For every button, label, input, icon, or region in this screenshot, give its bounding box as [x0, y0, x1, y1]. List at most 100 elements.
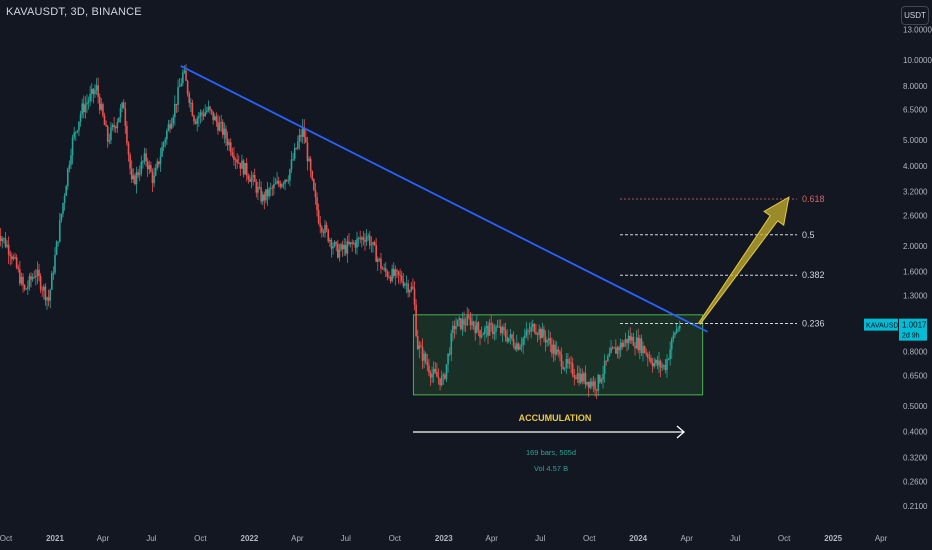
- candle-body: [130, 168, 133, 180]
- candle-body: [71, 137, 74, 156]
- drawing-overlay: 0.236 0.382 0.5 0.618 ACCUMULATION 169 bars, …: [180, 65, 825, 473]
- candle-body: [51, 273, 53, 290]
- candle-body: [631, 336, 633, 341]
- candle-body: [228, 142, 230, 146]
- candle-body: [253, 175, 256, 182]
- candle-body: [677, 328, 679, 330]
- candle-body: [295, 148, 298, 149]
- candle-body: [4, 238, 7, 247]
- candle-body: [41, 289, 44, 291]
- candle-body: [584, 373, 587, 385]
- candle-body: [118, 117, 120, 123]
- candle-body: [607, 356, 609, 362]
- candle-body: [378, 258, 381, 260]
- candle-body: [359, 237, 361, 240]
- candle-body: [396, 269, 398, 272]
- candle-body: [89, 93, 91, 102]
- candle-body: [292, 158, 294, 160]
- candle-body: [357, 237, 360, 239]
- candle-body: [388, 276, 390, 278]
- candle-body: [321, 227, 323, 232]
- price-axis[interactable]: 13.0000 10.0000 8.0000 6.5000 5.0000 4.0000 3.…: [864, 26, 932, 511]
- candle-body: [428, 365, 430, 373]
- candle-body: [456, 319, 459, 327]
- candle-body: [506, 337, 508, 342]
- candle-body: [313, 179, 315, 191]
- candle-body: [418, 345, 421, 350]
- candle-body: [127, 143, 130, 155]
- candle-body: [276, 180, 278, 184]
- candle-body: [519, 346, 521, 350]
- candle-body: [576, 373, 579, 379]
- candle-body: [169, 124, 171, 129]
- candle-body: [503, 327, 505, 331]
- candle-body: [166, 130, 168, 140]
- candle-body: [525, 330, 528, 336]
- candle-body: [432, 368, 435, 375]
- candle-body: [162, 142, 165, 147]
- candle-body: [73, 132, 75, 138]
- candle-body: [488, 323, 491, 336]
- candle-body: [402, 280, 405, 286]
- candle-body: [35, 275, 37, 278]
- candle-body: [530, 326, 532, 332]
- candle-body: [410, 286, 413, 291]
- candle-body: [90, 88, 93, 94]
- candle-body: [279, 183, 282, 187]
- candle-body: [533, 324, 536, 332]
- candle-body: [656, 359, 659, 366]
- candle-body: [466, 315, 469, 326]
- candle-body: [12, 256, 15, 260]
- candle-body: [490, 323, 493, 325]
- candle-body: [557, 349, 560, 352]
- time-tick-label: Apr: [486, 534, 499, 543]
- candle-body: [194, 121, 197, 124]
- time-tick-label: Jul: [730, 534, 740, 543]
- time-tick-label: Oct: [583, 534, 596, 543]
- candle-body: [621, 342, 624, 347]
- candle-body: [436, 371, 438, 377]
- candle-body: [380, 258, 382, 269]
- candle-body: [202, 114, 205, 117]
- time-axis[interactable]: Oct 2021 Apr Jul Oct 2022 Apr Jul Oct 2023 Apr Jul O…: [0, 534, 888, 543]
- candle-body: [261, 194, 264, 202]
- candle-body: [463, 319, 465, 325]
- candle-body: [204, 112, 206, 117]
- candle-body: [538, 328, 540, 335]
- candle-body: [322, 231, 325, 233]
- candle-body: [493, 331, 496, 335]
- candle-body: [559, 351, 561, 355]
- candle-body: [434, 368, 437, 372]
- candle-body: [231, 152, 234, 156]
- candle-body: [541, 328, 544, 339]
- candle-body: [544, 336, 547, 343]
- candle-body: [55, 241, 58, 255]
- candle-body: [158, 161, 160, 165]
- candle-body: [645, 352, 647, 355]
- candle-body: [345, 245, 347, 254]
- candle-body: [429, 372, 432, 378]
- candle-body: [119, 108, 122, 118]
- candle-body: [28, 276, 31, 287]
- candle-body: [241, 160, 243, 169]
- price-tick-label: 5.0000: [903, 136, 928, 145]
- candle-body: [499, 326, 502, 334]
- candle-body: [567, 358, 569, 364]
- candle-body: [669, 349, 671, 360]
- candle-body: [281, 184, 283, 187]
- price-tick-label: 13.0000: [903, 26, 932, 35]
- candle-body: [330, 240, 333, 249]
- candle-body: [661, 366, 663, 368]
- symbol-header[interactable]: KAVAUSDT, 3D, BINANCE: [6, 6, 142, 18]
- candle-body: [221, 121, 224, 135]
- candle-body: [397, 271, 400, 276]
- candle-body: [624, 338, 627, 343]
- candle-body: [285, 179, 288, 181]
- candlestick-series: [0, 64, 681, 400]
- candle-body: [205, 110, 208, 113]
- candle-body: [523, 335, 526, 339]
- currency-button[interactable]: USDT: [901, 6, 929, 25]
- candle-body: [199, 112, 202, 117]
- candle-body: [15, 257, 18, 268]
